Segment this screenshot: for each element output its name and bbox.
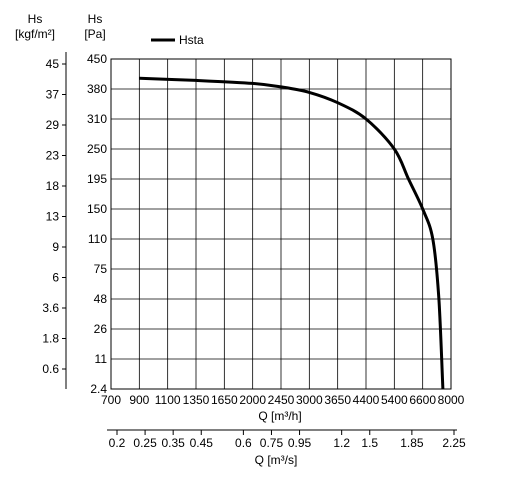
flow-m3h-ticks: 700 900 1100 1350 1650 2000 2450 3000 3650 4400 54…: [101, 393, 465, 407]
left-axis-tick-label: 29: [46, 118, 60, 132]
flow-m3h-tick-label: 5400: [381, 393, 408, 407]
left-axis-tick-label: 23: [46, 149, 60, 163]
hsta-curve: [139, 76, 445, 390]
plot-frame: [110, 58, 452, 390]
flow-m3h-tick-label: 2450: [268, 393, 295, 407]
flow-m3h-tick-label: 8000: [438, 393, 465, 407]
flow-m3h-tick-label: 3000: [296, 393, 323, 407]
flow-m3s-tick-label: 1.5: [361, 436, 378, 450]
left-axis-ticks: 0.6 1.8 3.6 6 9 13 18 23 29 37 45: [42, 57, 66, 376]
left-axis-tick-label: 13: [46, 210, 60, 224]
left-axis-tick-label: 3.6: [42, 301, 59, 315]
pa-axis: Hs [Pa] 2.4 11 26 48 75 110 150 195 250 310 380 450: [84, 12, 107, 396]
flow-m3s-tick-label: 0.45: [190, 436, 214, 450]
legend: Hsta: [151, 33, 204, 47]
pa-axis-ticks: 2.4 11 26 48 75 110 150 195 250 310 380 450: [87, 52, 107, 396]
left-axis-title-line2: [kgf/m²]: [15, 27, 55, 41]
flow-m3h-tick-label: 1350: [183, 393, 210, 407]
flow-m3h-tick-label: 6600: [409, 393, 436, 407]
flow-m3s-tick-label: 0.6: [235, 436, 252, 450]
pa-tick-label: 110: [88, 232, 107, 246]
pa-tick-label: 150: [87, 202, 107, 216]
grid: [110, 58, 452, 390]
flow-m3s-tick-label: 1.2: [333, 436, 350, 450]
flow-m3h-tick-label: 900: [129, 393, 149, 407]
flow-m3h-tick-label: 3650: [324, 393, 351, 407]
flow-m3h-label: Q [m³/h]: [258, 409, 301, 423]
flow-m3s-tick-label: 0.75: [260, 436, 284, 450]
left-axis-title-line1: Hs: [28, 12, 43, 26]
flow-m3s-label: Q [m³/s]: [255, 453, 298, 467]
flow-m3s-axis: 0.2 0.25 0.35 0.45 0.6 0.75 0.95 1.2 1.5 1.85 2.25…: [107, 429, 466, 467]
flow-m3h-tick-label: 700: [101, 393, 121, 407]
flow-m3h-tick-label: 2000: [239, 393, 266, 407]
left-axis-tick-label: 45: [46, 57, 60, 71]
flow-m3s-tick-label: 2.25: [442, 436, 466, 450]
pa-tick-label: 450: [87, 52, 107, 66]
pa-tick-label: 11: [95, 352, 108, 366]
pa-tick-label: 75: [94, 262, 108, 276]
flow-m3h-axis: 700 900 1100 1350 1650 2000 2450 3000 3650 4400 54…: [101, 393, 465, 423]
flow-m3s-tick-label: 0.2: [109, 436, 126, 450]
left-axis-tick-label: 6: [52, 271, 59, 285]
flow-m3s-tick-label: 0.95: [288, 436, 312, 450]
flow-m3h-tick-label: 1100: [155, 393, 181, 407]
pa-tick-label: 195: [87, 172, 107, 186]
left-axis-tick-label: 37: [46, 88, 60, 102]
flow-m3s-tick-label: 0.35: [161, 436, 185, 450]
left-axis: Hs [kgf/m²] 0.6 1.8 3.6 6 9 13 18 23 29 37 45: [15, 12, 67, 389]
flow-m3s-ticks: 0.2 0.25 0.35 0.45 0.6 0.75 0.95 1.2 1.5 1.85 2.25: [109, 430, 466, 450]
pa-tick-label: 48: [94, 292, 108, 306]
flow-m3h-tick-label: 4400: [353, 393, 380, 407]
left-axis-tick-label: 9: [52, 240, 59, 254]
left-axis-tick-label: 18: [46, 179, 60, 193]
pa-axis-title-line2: [Pa]: [84, 27, 105, 41]
pa-tick-label: 26: [94, 322, 108, 336]
flow-m3s-tick-label: 1.85: [400, 436, 424, 450]
left-axis-tick-label: 0.6: [42, 362, 59, 376]
pa-tick-label: 380: [87, 82, 107, 96]
left-axis-tick-label: 1.8: [42, 332, 59, 346]
pa-axis-title-line1: Hs: [88, 12, 103, 26]
legend-label: Hsta: [179, 33, 204, 47]
pa-tick-label: 250: [87, 142, 107, 156]
pa-tick-label: 2.4: [90, 382, 107, 396]
flow-m3h-tick-label: 1650: [211, 393, 238, 407]
pa-tick-label: 310: [87, 112, 107, 126]
flow-m3s-tick-label: 0.25: [133, 436, 157, 450]
